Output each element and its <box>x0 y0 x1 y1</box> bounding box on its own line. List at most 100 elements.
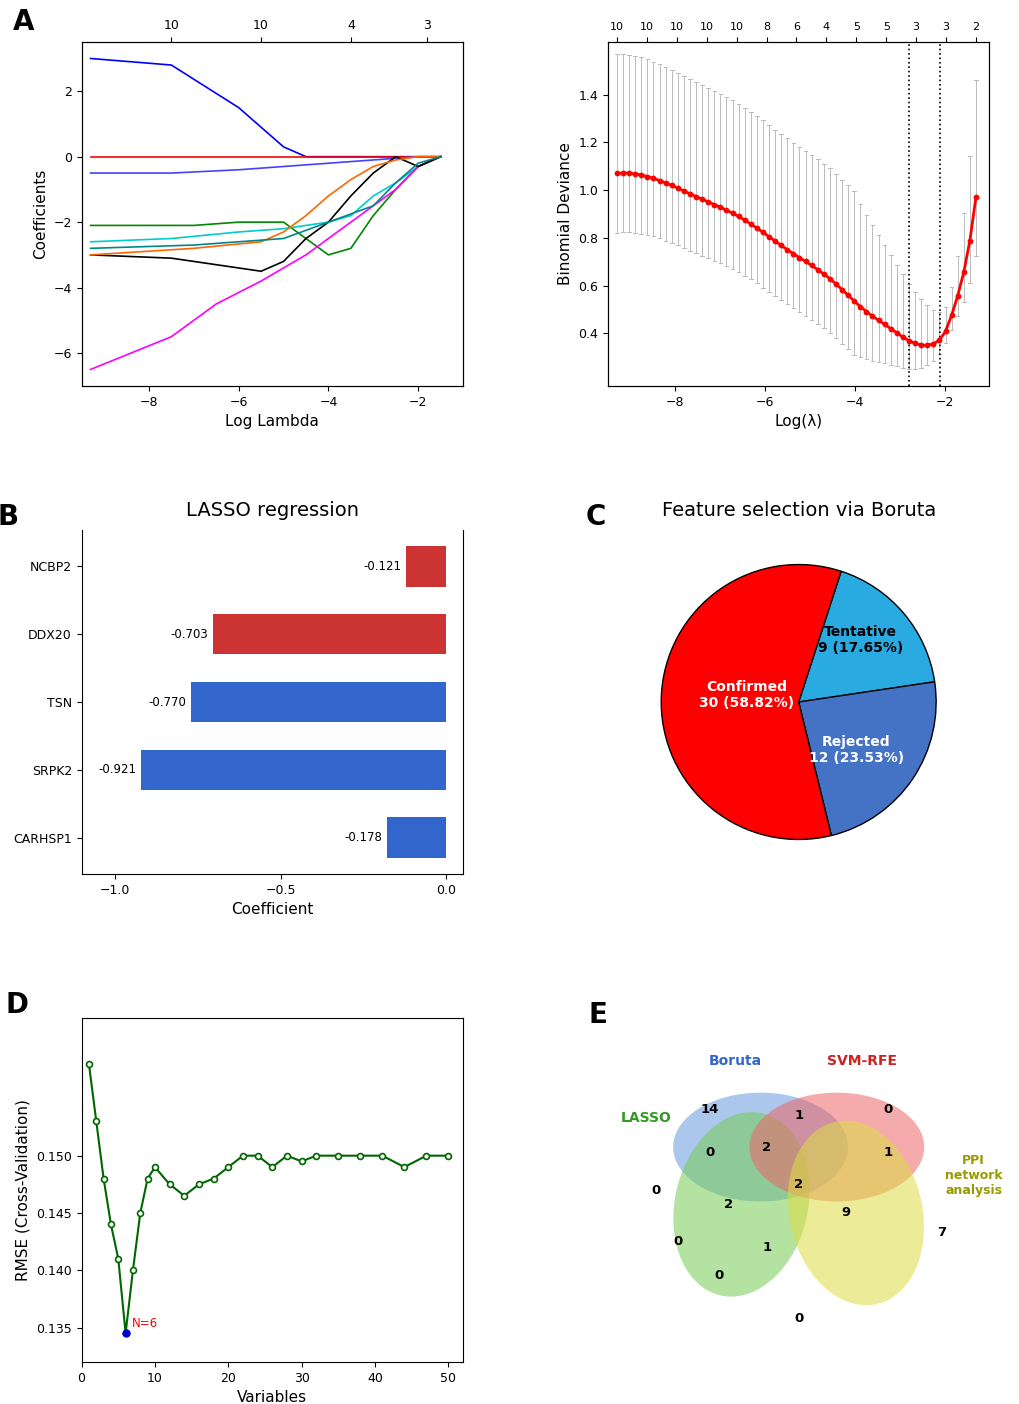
Point <box>730 205 746 227</box>
Point <box>681 183 697 205</box>
Point <box>955 261 971 284</box>
Point <box>797 250 813 272</box>
X-axis label: Log(λ): Log(λ) <box>773 414 822 430</box>
Point <box>967 185 983 208</box>
Point <box>930 329 947 351</box>
Point <box>760 226 776 249</box>
Point <box>961 229 977 251</box>
X-axis label: Log Lambda: Log Lambda <box>225 414 319 430</box>
Text: 2: 2 <box>761 1140 770 1154</box>
Text: -0.770: -0.770 <box>148 695 185 709</box>
Text: SVM-RFE: SVM-RFE <box>826 1054 897 1068</box>
Ellipse shape <box>673 1112 809 1297</box>
Point <box>395 1155 412 1178</box>
Point <box>88 1111 104 1133</box>
Point <box>205 1167 221 1189</box>
Text: 0: 0 <box>673 1236 682 1248</box>
Text: 1: 1 <box>761 1241 770 1254</box>
Ellipse shape <box>673 1092 847 1202</box>
Text: 0: 0 <box>650 1184 659 1196</box>
Point <box>308 1144 324 1167</box>
Point <box>827 272 844 295</box>
Point <box>736 209 752 232</box>
Point <box>717 199 734 222</box>
Point <box>821 268 838 291</box>
Point <box>352 1144 368 1167</box>
Point <box>705 194 721 216</box>
Point <box>840 284 856 306</box>
Point <box>699 191 715 213</box>
Text: 0: 0 <box>714 1269 723 1282</box>
Point <box>669 177 686 199</box>
Point <box>742 212 758 234</box>
Ellipse shape <box>787 1120 923 1306</box>
Point <box>293 1150 310 1172</box>
Text: C: C <box>585 503 605 531</box>
Point <box>663 174 680 197</box>
Point <box>418 1144 434 1167</box>
Text: 0: 0 <box>882 1104 892 1116</box>
Y-axis label: Coefficients: Coefficients <box>33 168 48 260</box>
Point <box>906 333 922 355</box>
Point <box>834 278 850 300</box>
Point <box>809 258 825 281</box>
Point <box>863 305 879 327</box>
Point <box>918 334 934 357</box>
Text: Tentative
9 (17.65%): Tentative 9 (17.65%) <box>817 625 902 656</box>
Text: -0.178: -0.178 <box>344 831 382 844</box>
Point <box>117 1323 133 1345</box>
Point <box>627 163 643 185</box>
Point <box>766 230 783 253</box>
Point <box>124 1259 141 1282</box>
Text: 0: 0 <box>793 1313 803 1325</box>
Point <box>621 161 637 184</box>
Point <box>191 1174 207 1196</box>
Text: D: D <box>5 991 29 1019</box>
Text: 0: 0 <box>704 1146 713 1160</box>
Point <box>875 313 892 336</box>
Point <box>651 170 667 192</box>
Point <box>785 243 801 265</box>
Text: 9: 9 <box>841 1206 850 1220</box>
Text: LASSO: LASSO <box>621 1112 671 1126</box>
Point <box>608 161 625 184</box>
Text: N=6: N=6 <box>131 1317 158 1330</box>
Point <box>754 220 770 243</box>
Point <box>234 1144 251 1167</box>
X-axis label: Coefficient: Coefficient <box>231 903 313 917</box>
Bar <box>141 750 446 790</box>
Point <box>791 246 807 268</box>
Point <box>250 1144 266 1167</box>
Point <box>869 309 886 331</box>
Title: Feature selection via Boruta: Feature selection via Boruta <box>661 501 934 521</box>
Point <box>614 161 631 184</box>
Point <box>943 305 959 327</box>
Text: 1: 1 <box>794 1109 802 1122</box>
Point <box>723 202 740 225</box>
Point <box>103 1213 119 1236</box>
Point <box>912 334 928 357</box>
Bar <box>406 546 446 587</box>
Point <box>147 1155 163 1178</box>
Point <box>264 1155 280 1178</box>
Text: E: E <box>588 1001 607 1029</box>
Point <box>881 317 898 340</box>
Point <box>110 1248 126 1271</box>
Point <box>440 1144 457 1167</box>
Text: 2: 2 <box>723 1198 733 1210</box>
Text: 7: 7 <box>936 1227 946 1240</box>
Y-axis label: RMSE (Cross-Validation): RMSE (Cross-Validation) <box>15 1099 31 1280</box>
Point <box>894 326 910 348</box>
Text: A: A <box>13 8 35 35</box>
Point <box>851 295 867 317</box>
Point <box>711 197 728 219</box>
Text: B: B <box>0 503 18 531</box>
Point <box>675 180 691 202</box>
Point <box>633 164 649 187</box>
Point <box>693 188 709 211</box>
Point <box>888 322 904 344</box>
Point <box>772 234 789 257</box>
Text: PPI
network
analysis: PPI network analysis <box>944 1154 1002 1198</box>
Text: -0.921: -0.921 <box>98 764 136 776</box>
Point <box>278 1144 294 1167</box>
